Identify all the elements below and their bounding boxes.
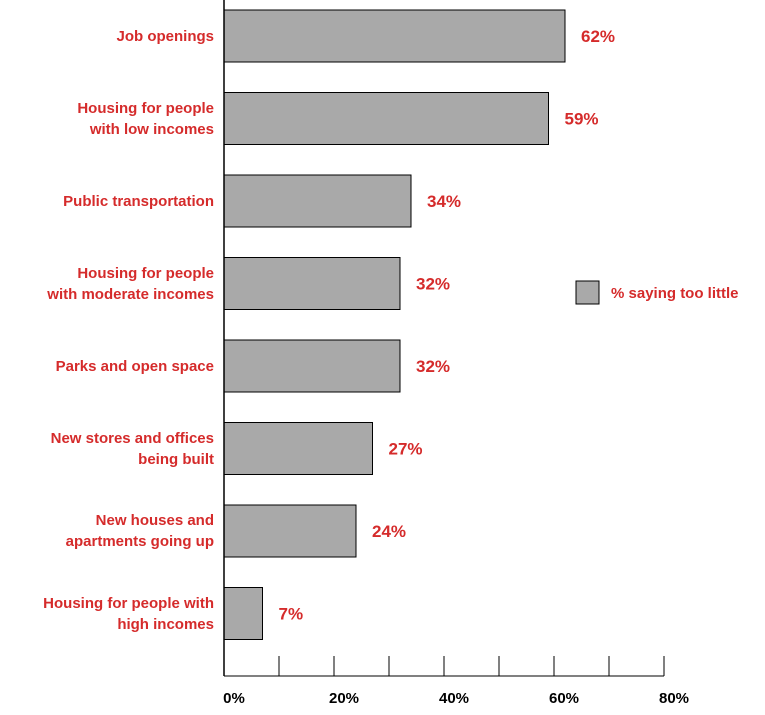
data-label: 59% <box>565 110 599 129</box>
data-label: 32% <box>416 275 450 294</box>
x-tick-label: 80% <box>659 690 689 707</box>
bar <box>223 9 566 63</box>
category-label: Parks and open space <box>55 357 214 375</box>
bar <box>223 587 263 640</box>
category-label: Public transportation <box>63 192 214 210</box>
category-label: Job openings <box>116 27 215 45</box>
data-label: 24% <box>372 522 406 541</box>
category-label: Housing for people with low incomes <box>77 99 214 138</box>
legend-label: % saying too little <box>611 285 739 302</box>
legend-swatch <box>575 280 600 305</box>
bar <box>223 504 357 558</box>
x-tick-label: 40% <box>439 690 469 707</box>
bar <box>223 422 373 475</box>
bar <box>223 92 549 145</box>
category-label: Housing for people with moderate incomes <box>47 264 214 303</box>
x-tick-label: 0% <box>223 690 245 707</box>
bar <box>223 339 401 393</box>
bar <box>223 174 412 228</box>
data-label: 27% <box>389 440 423 459</box>
category-label: Housing for people with high incomes <box>43 594 214 633</box>
bar <box>223 257 401 310</box>
data-label: 34% <box>427 192 461 211</box>
category-label: New stores and offices being built <box>50 429 214 468</box>
data-label: 7% <box>279 605 304 624</box>
x-tick-label: 20% <box>329 690 359 707</box>
category-label: New houses and apartments going up <box>65 512 214 550</box>
x-tick-label: 60% <box>549 690 579 707</box>
data-label: 62% <box>581 27 615 46</box>
data-label: 32% <box>416 357 450 376</box>
